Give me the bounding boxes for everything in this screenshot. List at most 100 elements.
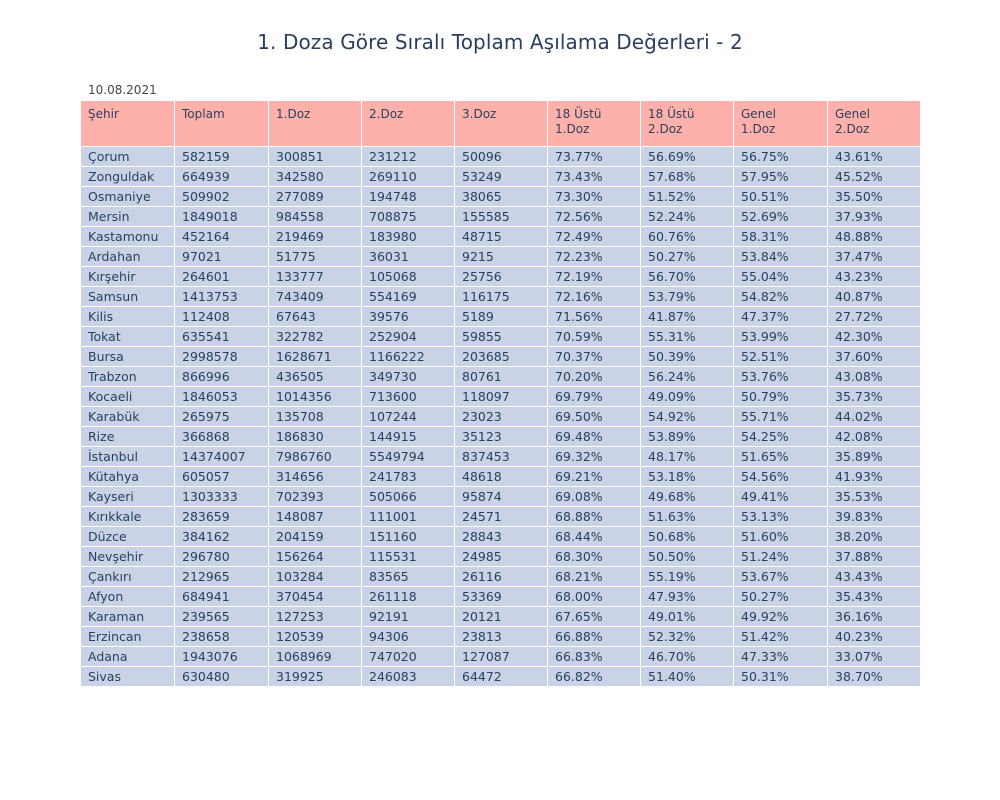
- table-cell: 605057: [174, 466, 269, 487]
- column-header: 1.Doz: [268, 100, 362, 147]
- table-row: Rize 366868 186830 144915 35123 69.48% 53.89% 5…: [80, 426, 921, 447]
- table-cell: 50.50%: [640, 546, 734, 567]
- table-cell: 49.01%: [640, 606, 734, 627]
- table-cell: 49.41%: [733, 486, 828, 507]
- table-row: Ardahan 97021 51775 36031 9215 72.23% 50.27% 53…: [80, 246, 921, 267]
- table-cell: 53249: [454, 166, 548, 187]
- table-cell: 47.93%: [640, 586, 734, 607]
- table-cell: 55.19%: [640, 566, 734, 587]
- table-row: Adana 1943076 1068969 747020 127087 66.83% 46.…: [80, 646, 921, 667]
- table-cell: 37.60%: [827, 346, 921, 367]
- table-cell: 127087: [454, 646, 548, 667]
- table-cell: 1849018: [174, 206, 269, 227]
- table-cell: 300851: [268, 146, 362, 167]
- table-cell: 24571: [454, 506, 548, 527]
- table-cell: 38065: [454, 186, 548, 207]
- table-row: Sivas 630480 319925 246083 64472 66.82% 51.40%…: [80, 666, 921, 687]
- table-cell: 56.75%: [733, 146, 828, 167]
- table-cell: 94306: [361, 626, 455, 647]
- table-cell: 47.33%: [733, 646, 828, 667]
- table-cell: 246083: [361, 666, 455, 687]
- city-cell: Çorum: [80, 146, 175, 167]
- table-cell: 68.21%: [547, 566, 641, 587]
- city-cell: Kırşehir: [80, 266, 175, 287]
- table-cell: 144915: [361, 426, 455, 447]
- table-cell: 54.82%: [733, 286, 828, 307]
- column-header: 18 Üstü 2.Doz: [640, 100, 734, 147]
- table-cell: 1628671: [268, 346, 362, 367]
- table-cell: 452164: [174, 226, 269, 247]
- table-cell: 183980: [361, 226, 455, 247]
- table-cell: 40.23%: [827, 626, 921, 647]
- table-cell: 436505: [268, 366, 362, 387]
- city-cell: Tokat: [80, 326, 175, 347]
- table-cell: 48.88%: [827, 226, 921, 247]
- table-cell: 35.50%: [827, 186, 921, 207]
- table-cell: 49.09%: [640, 386, 734, 407]
- table-row: Samsun 1413753 743409 554169 116175 72.16% 53.…: [80, 286, 921, 307]
- table-cell: 120539: [268, 626, 362, 647]
- table-cell: 14374007: [174, 446, 269, 467]
- table-cell: 50.68%: [640, 526, 734, 547]
- city-cell: Nevşehir: [80, 546, 175, 567]
- table-cell: 36.16%: [827, 606, 921, 627]
- table-cell: 49.92%: [733, 606, 828, 627]
- table-cell: 43.43%: [827, 566, 921, 587]
- table-cell: 45.52%: [827, 166, 921, 187]
- table-cell: 103284: [268, 566, 362, 587]
- table-cell: 238658: [174, 626, 269, 647]
- city-cell: Kırıkkale: [80, 506, 175, 527]
- table-cell: 53.79%: [640, 286, 734, 307]
- table-cell: 92191: [361, 606, 455, 627]
- table-cell: 50.27%: [640, 246, 734, 267]
- table-cell: 69.48%: [547, 426, 641, 447]
- table-cell: 135708: [268, 406, 362, 427]
- table-row: Kocaeli 1846053 1014356 713600 118097 69.79% 4…: [80, 386, 921, 407]
- table-cell: 702393: [268, 486, 362, 507]
- table-cell: 51.60%: [733, 526, 828, 547]
- table-cell: 26116: [454, 566, 548, 587]
- table-cell: 51.65%: [733, 446, 828, 467]
- table-cell: 48715: [454, 226, 548, 247]
- city-cell: Afyon: [80, 586, 175, 607]
- table-cell: 1014356: [268, 386, 362, 407]
- table-cell: 50.79%: [733, 386, 828, 407]
- city-cell: Bursa: [80, 346, 175, 367]
- table-cell: 35123: [454, 426, 548, 447]
- table-cell: 69.08%: [547, 486, 641, 507]
- table-cell: 24985: [454, 546, 548, 567]
- table-cell: 366868: [174, 426, 269, 447]
- table-cell: 49.68%: [640, 486, 734, 507]
- table-cell: 72.16%: [547, 286, 641, 307]
- table-cell: 41.93%: [827, 466, 921, 487]
- table-cell: 9215: [454, 246, 548, 267]
- table-cell: 51.42%: [733, 626, 828, 647]
- table-cell: 37.93%: [827, 206, 921, 227]
- table-body: Çorum 582159 300851 231212 50096 73.77% 56.69%…: [80, 146, 921, 687]
- vaccination-table: Şehir Toplam 1.Doz 2.Doz 3.Doz 18 Üstü 1.Doz 1…: [80, 100, 921, 687]
- table-row: Kilis 112408 67643 39576 5189 71.56% 41.87% 47.…: [80, 306, 921, 327]
- table-cell: 64472: [454, 666, 548, 687]
- table-cell: 127253: [268, 606, 362, 627]
- table-cell: 68.00%: [547, 586, 641, 607]
- table-cell: 37.47%: [827, 246, 921, 267]
- table-row: Trabzon 866996 436505 349730 80761 70.20% 56.2…: [80, 366, 921, 387]
- table-row: Karabük 265975 135708 107244 23023 69.50% 54.9…: [80, 406, 921, 427]
- table-cell: 708875: [361, 206, 455, 227]
- table-cell: 194748: [361, 186, 455, 207]
- table-cell: 35.53%: [827, 486, 921, 507]
- table-cell: 664939: [174, 166, 269, 187]
- table-cell: 277089: [268, 186, 362, 207]
- city-cell: Kilis: [80, 306, 175, 327]
- table-cell: 68.30%: [547, 546, 641, 567]
- table-cell: 118097: [454, 386, 548, 407]
- table-cell: 36031: [361, 246, 455, 267]
- table-cell: 2998578: [174, 346, 269, 367]
- table-cell: 66.82%: [547, 666, 641, 687]
- column-header: 3.Doz: [454, 100, 548, 147]
- table-row: Kastamonu 452164 219469 183980 48715 72.49% 60…: [80, 226, 921, 247]
- table-cell: 684941: [174, 586, 269, 607]
- table-cell: 37.88%: [827, 546, 921, 567]
- table-cell: 50.27%: [733, 586, 828, 607]
- table-cell: 116175: [454, 286, 548, 307]
